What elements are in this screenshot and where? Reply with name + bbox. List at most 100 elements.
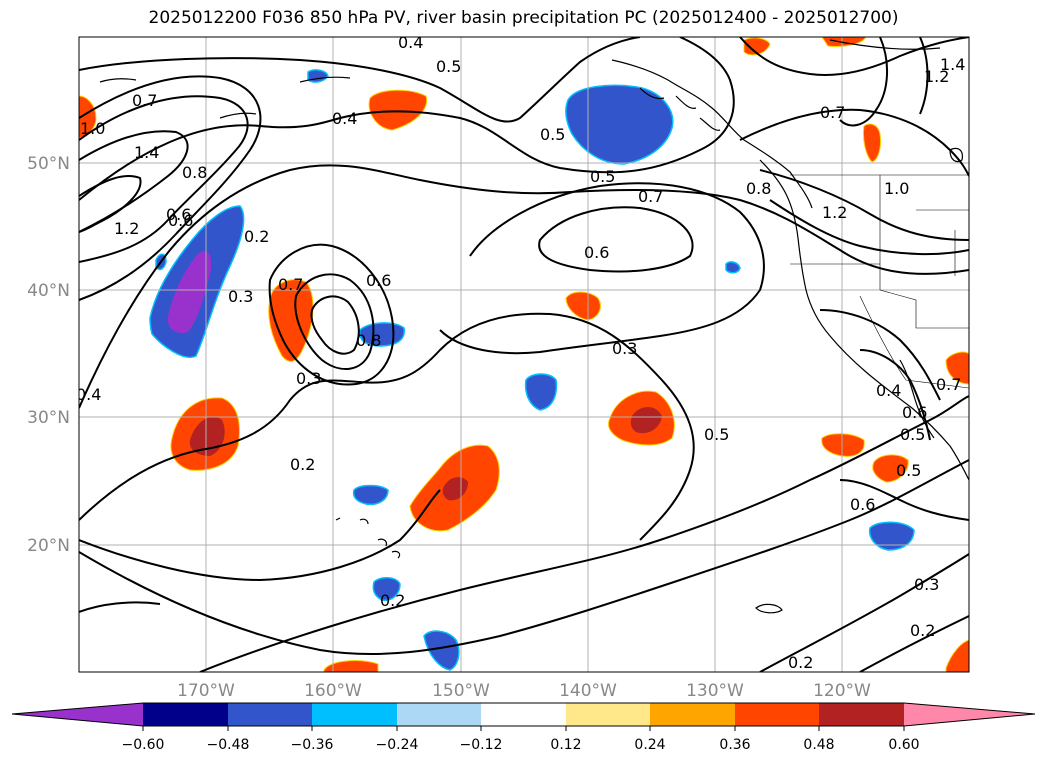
colorbar-segment bbox=[566, 703, 650, 726]
colorbar-tick-label: −0.60 bbox=[122, 737, 165, 753]
contour-label: 0.7 bbox=[278, 275, 303, 294]
contour-label: 0.6 bbox=[584, 243, 609, 262]
precip-core bbox=[167, 251, 212, 334]
lat-label: 50°N bbox=[27, 154, 70, 174]
colorbar-tick-label: 0.60 bbox=[888, 737, 919, 753]
contour-label: 0.3 bbox=[612, 339, 637, 358]
lat-label: 20°N bbox=[27, 536, 70, 556]
contour-label: 0.7 bbox=[936, 375, 961, 394]
precip-blob bbox=[524, 373, 558, 411]
precip-blob bbox=[945, 639, 969, 672]
precip-core bbox=[630, 407, 662, 434]
colorbar-max-extension bbox=[904, 703, 1035, 726]
precip-blob bbox=[372, 577, 401, 602]
contour-label: 0.6 bbox=[902, 403, 927, 422]
colorbar-tick-label: 0.24 bbox=[634, 737, 665, 753]
lat-label: 30°N bbox=[27, 408, 70, 428]
contour-label: 0.2 bbox=[788, 653, 813, 672]
colorbar-segment bbox=[143, 703, 228, 726]
precip-blob bbox=[872, 454, 909, 483]
contour-label: 0.4 bbox=[398, 33, 423, 52]
lat-label: 40°N bbox=[27, 281, 70, 301]
lon-label: 150°W bbox=[432, 681, 490, 701]
colorbar-segment bbox=[735, 703, 819, 726]
precip-blob bbox=[863, 123, 881, 163]
lon-label: 160°W bbox=[304, 681, 362, 701]
contour-label: 0.4 bbox=[332, 109, 357, 128]
contour-label: 0.6 bbox=[166, 205, 191, 224]
positive-precip-areas bbox=[79, 37, 969, 672]
lon-label: 170°W bbox=[177, 681, 235, 701]
graticule bbox=[79, 37, 969, 672]
pv-contours bbox=[79, 37, 969, 672]
contour-label: 0.2 bbox=[380, 591, 405, 610]
contour-label: 0.8 bbox=[746, 179, 771, 198]
colorbar: −0.60 −0.48 −0.36 −0.24 −0.12 0.12 0.24 … bbox=[11, 702, 1036, 753]
contour-label: 0.5 bbox=[896, 461, 921, 480]
precip-blob bbox=[565, 84, 674, 165]
precip-blob bbox=[565, 291, 601, 321]
precip-blob bbox=[368, 89, 428, 131]
colorbar-tick-label: −0.48 bbox=[207, 737, 250, 753]
longitude-labels: 170°W 160°W 150°W 140°W 130°W 120°W bbox=[177, 681, 871, 701]
contour-label: 0.2 bbox=[910, 621, 935, 640]
colorbar-segment bbox=[481, 703, 566, 726]
colorbar-segment bbox=[228, 703, 312, 726]
contour-label: 1.2 bbox=[114, 219, 139, 238]
contour-label: 0.4 bbox=[876, 381, 901, 400]
contour-label: 0.6 bbox=[366, 271, 391, 290]
lon-label: 130°W bbox=[686, 681, 744, 701]
contour-labels: 0.7 1.0 1.4 1.2 0.8 0.6 0.2 0.3 0.4 0.6 … bbox=[76, 33, 965, 672]
contour-label: 0.2 bbox=[290, 455, 315, 474]
colorbar-tick-label: −0.36 bbox=[291, 737, 334, 753]
latitude-labels: 50°N 40°N 30°N 20°N bbox=[27, 154, 70, 556]
contour-label: 0.5 bbox=[540, 125, 565, 144]
map-plot-area: 0.7 1.0 1.4 1.2 0.8 0.6 0.2 0.3 0.4 0.6 … bbox=[76, 33, 969, 672]
precip-blob bbox=[743, 37, 771, 56]
plot-frame bbox=[78, 36, 970, 673]
precip-blob bbox=[323, 660, 379, 672]
contour-label: 1.4 bbox=[940, 55, 965, 74]
colorbar-min-extension bbox=[12, 703, 143, 726]
colorbar-tick-label: 0.36 bbox=[719, 737, 750, 753]
colorbar-segment bbox=[312, 703, 397, 726]
colorbar-segment bbox=[397, 703, 481, 726]
colorbar-tick-label: −0.24 bbox=[376, 737, 419, 753]
precip-core bbox=[442, 477, 468, 501]
colorbar-segment bbox=[819, 703, 904, 726]
contour-label: 0.7 bbox=[638, 187, 663, 206]
political-borders bbox=[790, 174, 969, 389]
precip-blob bbox=[352, 484, 389, 506]
contour-label: 0.3 bbox=[296, 369, 321, 388]
colorbar-tick-label: 0.12 bbox=[550, 737, 581, 753]
negative-precip-areas bbox=[149, 69, 915, 671]
contour-label: 0.8 bbox=[356, 331, 381, 350]
colorbar-segment bbox=[650, 703, 735, 726]
contour-label: 1.0 bbox=[884, 179, 909, 198]
contour-label: 0.8 bbox=[182, 163, 207, 182]
contour-label: 1.4 bbox=[134, 143, 159, 162]
lon-label: 140°W bbox=[559, 681, 617, 701]
contour-label: 0.5 bbox=[704, 425, 729, 444]
contour-label: 0.5 bbox=[436, 57, 461, 76]
contour-label: 1.2 bbox=[924, 67, 949, 86]
coastlines bbox=[99, 39, 969, 614]
contour-label: 0.6 bbox=[850, 495, 875, 514]
precip-blob bbox=[725, 261, 741, 274]
colorbar-tick-label: 0.48 bbox=[803, 737, 834, 753]
contour-label: 0.6 bbox=[168, 211, 193, 230]
contour-label: 1.2 bbox=[822, 203, 847, 222]
contour-label: 0.5 bbox=[590, 167, 615, 186]
contour-label: 1.0 bbox=[80, 119, 105, 138]
precip-blob bbox=[268, 279, 314, 362]
lon-label: 120°W bbox=[813, 681, 871, 701]
precip-blob bbox=[423, 630, 460, 671]
contour-label: 0.4 bbox=[76, 385, 101, 404]
contour-label: 0.3 bbox=[228, 287, 253, 306]
colorbar-tick-label: −0.12 bbox=[460, 737, 503, 753]
contour-label: 0.5 bbox=[900, 425, 925, 444]
contour-label: 0.3 bbox=[914, 575, 939, 594]
contour-label: 0.7 bbox=[132, 91, 157, 110]
contour-label: 0.7 bbox=[820, 103, 845, 122]
